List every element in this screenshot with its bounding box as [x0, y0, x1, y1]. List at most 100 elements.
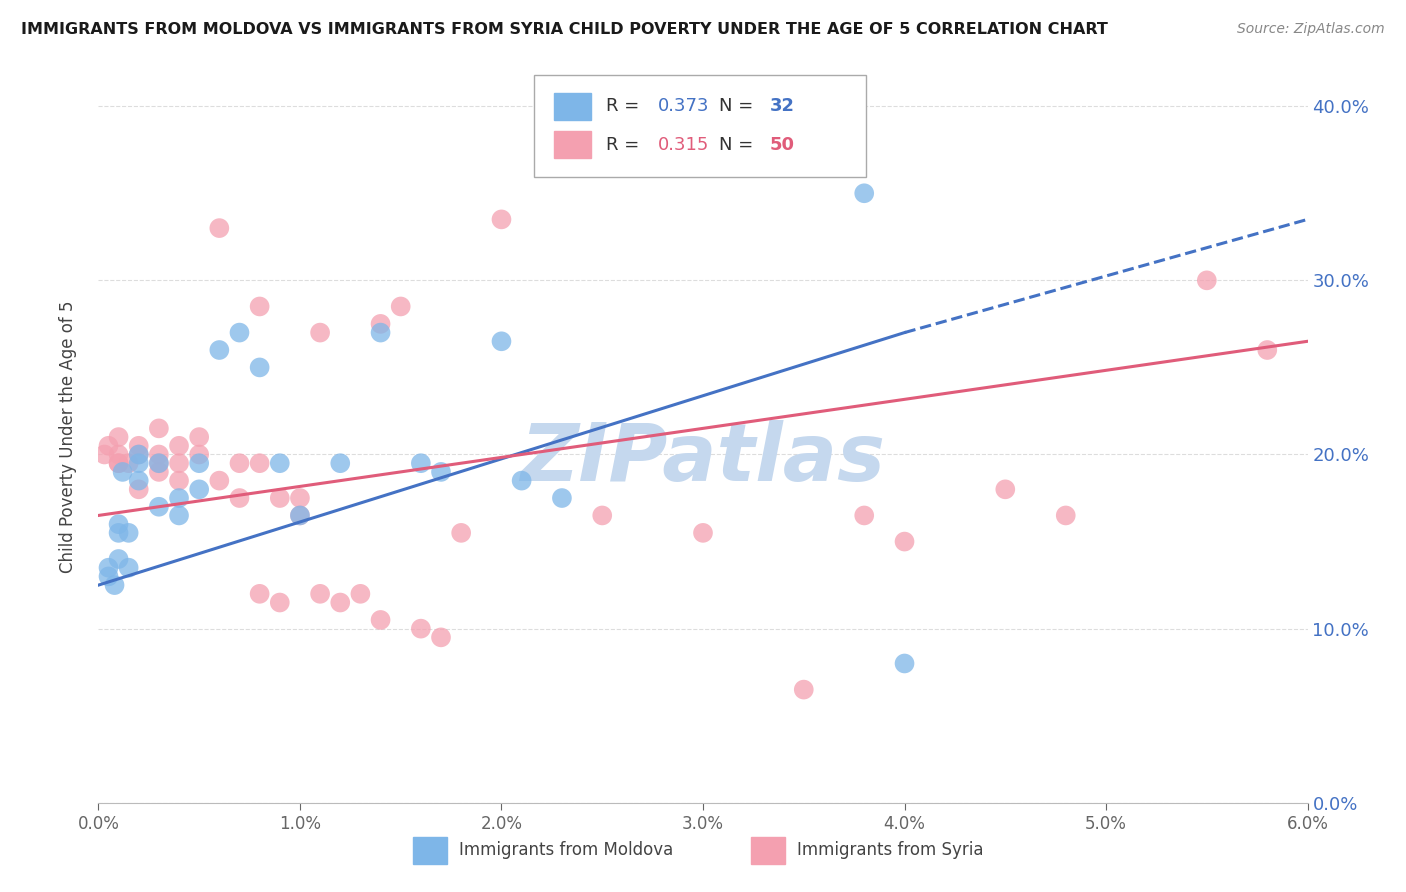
Point — [97, 439, 120, 453]
Point — [893, 534, 915, 549]
Point — [1054, 508, 1077, 523]
Point — [269, 491, 291, 505]
Point — [309, 587, 332, 601]
Bar — [554, 130, 591, 159]
Point — [329, 595, 352, 609]
Point — [591, 508, 613, 523]
Text: 0.315: 0.315 — [658, 136, 710, 153]
Point — [188, 456, 211, 470]
Point — [167, 456, 190, 470]
Text: Source: ZipAtlas.com: Source: ZipAtlas.com — [1237, 22, 1385, 37]
Point — [167, 491, 190, 505]
Point — [188, 483, 211, 497]
Text: 32: 32 — [769, 97, 794, 115]
Point — [893, 657, 915, 671]
Text: R =: R = — [606, 97, 645, 115]
Point — [309, 326, 332, 340]
Point — [430, 465, 453, 479]
Point — [450, 525, 472, 540]
Point — [107, 552, 129, 566]
Point — [249, 456, 271, 470]
Bar — [554, 93, 591, 120]
Point — [269, 595, 291, 609]
Y-axis label: Child Poverty Under the Age of 5: Child Poverty Under the Age of 5 — [59, 301, 77, 574]
Point — [430, 631, 453, 645]
Bar — [413, 838, 447, 863]
Point — [329, 456, 352, 470]
Point — [208, 343, 231, 357]
Point — [288, 491, 311, 505]
Point — [128, 448, 150, 462]
Text: R =: R = — [606, 136, 645, 153]
Point — [228, 456, 250, 470]
Point — [288, 508, 311, 523]
Point — [148, 421, 170, 435]
Point — [128, 448, 150, 462]
Point — [103, 578, 125, 592]
Point — [853, 186, 876, 201]
Point — [167, 474, 190, 488]
Point — [128, 483, 150, 497]
Point — [249, 587, 271, 601]
Point — [491, 212, 513, 227]
Point — [370, 326, 392, 340]
Point — [491, 334, 513, 349]
Text: N =: N = — [718, 136, 759, 153]
Point — [269, 456, 291, 470]
Point — [208, 474, 231, 488]
Point — [97, 569, 120, 583]
Point — [510, 474, 533, 488]
Point — [228, 326, 250, 340]
Point — [167, 439, 190, 453]
Point — [107, 456, 129, 470]
Point — [188, 448, 211, 462]
Point — [409, 456, 432, 470]
Point — [188, 430, 211, 444]
Text: ZIPatlas: ZIPatlas — [520, 420, 886, 498]
Text: Immigrants from Moldova: Immigrants from Moldova — [458, 841, 673, 859]
Point — [107, 430, 129, 444]
Text: Immigrants from Syria: Immigrants from Syria — [797, 841, 984, 859]
Point — [349, 587, 371, 601]
Point — [148, 465, 170, 479]
Point — [249, 360, 271, 375]
Point — [389, 300, 412, 314]
Point — [118, 560, 141, 574]
Point — [107, 517, 129, 532]
FancyBboxPatch shape — [534, 75, 866, 178]
Point — [370, 613, 392, 627]
Point — [1256, 343, 1278, 357]
Text: 50: 50 — [769, 136, 794, 153]
Point — [208, 221, 231, 235]
Point — [107, 456, 129, 470]
Point — [994, 483, 1017, 497]
Point — [409, 622, 432, 636]
Point — [107, 448, 129, 462]
Text: IMMIGRANTS FROM MOLDOVA VS IMMIGRANTS FROM SYRIA CHILD POVERTY UNDER THE AGE OF : IMMIGRANTS FROM MOLDOVA VS IMMIGRANTS FR… — [21, 22, 1108, 37]
Point — [228, 491, 250, 505]
Point — [111, 465, 134, 479]
Point — [97, 560, 120, 574]
Point — [370, 317, 392, 331]
Point — [1195, 273, 1218, 287]
Point — [118, 525, 141, 540]
Point — [128, 439, 150, 453]
Point — [853, 508, 876, 523]
Point — [167, 508, 190, 523]
Point — [148, 456, 170, 470]
Point — [128, 474, 150, 488]
Point — [148, 456, 170, 470]
Point — [551, 491, 574, 505]
Point — [288, 508, 311, 523]
Point — [118, 456, 141, 470]
Point — [93, 448, 115, 462]
Bar — [751, 838, 785, 863]
Point — [148, 448, 170, 462]
Point — [128, 456, 150, 470]
Point — [148, 500, 170, 514]
Point — [793, 682, 815, 697]
Text: N =: N = — [718, 97, 759, 115]
Point — [249, 300, 271, 314]
Point — [107, 525, 129, 540]
Text: 0.373: 0.373 — [658, 97, 710, 115]
